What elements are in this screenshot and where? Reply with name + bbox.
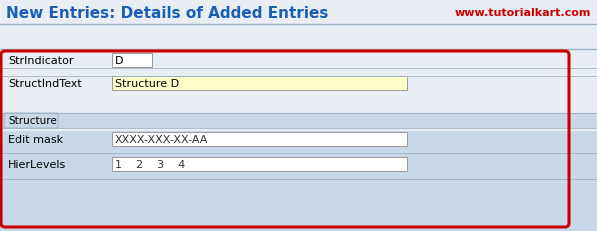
- Text: 1    2    3    4: 1 2 3 4: [115, 159, 185, 169]
- Bar: [5, 30, 21, 46]
- Text: Edit mask: Edit mask: [8, 134, 63, 144]
- Text: StrIndicator: StrIndicator: [8, 56, 73, 66]
- Bar: [59, 30, 75, 46]
- Bar: [0, 0, 597, 25]
- Text: StructIndText: StructIndText: [8, 79, 82, 89]
- Text: D: D: [115, 56, 124, 66]
- Bar: [112, 132, 407, 146]
- Bar: [0, 113, 597, 128]
- Bar: [0, 131, 597, 231]
- Bar: [41, 30, 57, 46]
- Text: Structure: Structure: [8, 116, 57, 125]
- Text: HierLevels: HierLevels: [8, 159, 66, 169]
- Text: Structure D: Structure D: [115, 79, 179, 89]
- Bar: [112, 54, 152, 68]
- Text: New Entries: Details of Added Entries: New Entries: Details of Added Entries: [6, 6, 328, 20]
- Text: XXXX-XXX-XX-AA: XXXX-XXX-XX-AA: [115, 134, 208, 144]
- Bar: [112, 157, 407, 171]
- Bar: [0, 0, 597, 131]
- FancyBboxPatch shape: [4, 113, 58, 128]
- Bar: [23, 30, 39, 46]
- Bar: [0, 25, 597, 50]
- Bar: [112, 77, 407, 91]
- Text: www.tutorialkart.com: www.tutorialkart.com: [455, 8, 591, 18]
